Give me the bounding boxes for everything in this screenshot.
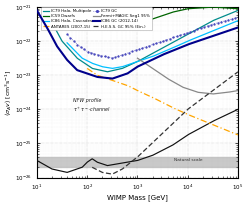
Text: Natural scale: Natural scale bbox=[174, 158, 202, 162]
Bar bbox=[37, 157, 238, 167]
X-axis label: WIMP Mass [GeV]: WIMP Mass [GeV] bbox=[107, 194, 168, 201]
Text: NFW profile
$\tau^+\tau^-$-channel: NFW profile $\tau^+\tau^-$-channel bbox=[73, 98, 111, 114]
Y-axis label: $\langle\sigma_A v\rangle$ [cm$^3$s$^{-1}$]: $\langle\sigma_A v\rangle$ [cm$^3$s$^{-1… bbox=[3, 69, 14, 115]
Legend: IC79 Halo, Multipole, IC59 Dwarfs, IC86 Halo, Cascades, ANTARES (2007-15), IC79 : IC79 Halo, Multipole, IC59 Dwarfs, IC86 … bbox=[41, 7, 152, 30]
